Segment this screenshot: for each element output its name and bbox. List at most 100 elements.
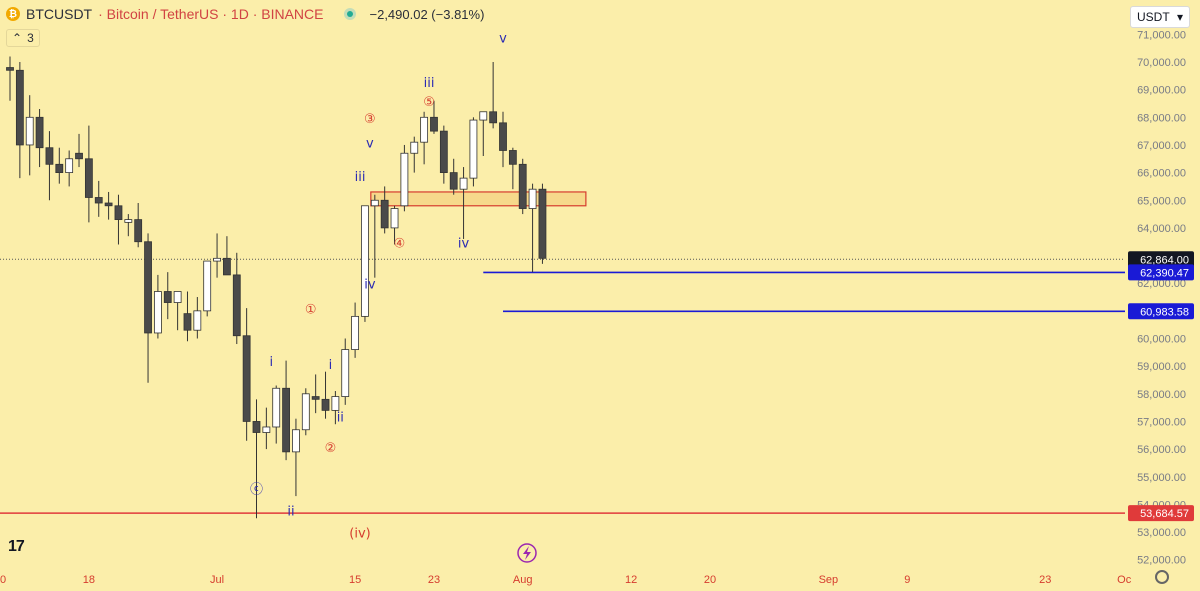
candle [223, 236, 231, 276]
candle [479, 111, 488, 157]
wave-label: ii [337, 410, 344, 425]
support-2-tag-label: 60,983.58 [1140, 306, 1189, 318]
support-1-tag-label: 62,390.47 [1140, 267, 1189, 279]
candle [430, 100, 438, 134]
candle-body [144, 241, 152, 334]
candle-body [223, 257, 231, 276]
candle-body [499, 122, 507, 151]
candle [282, 360, 290, 461]
candle-body [193, 310, 202, 331]
market-open-icon [343, 8, 356, 20]
time-axis[interactable]: 0 18 Jul 15 23 Aug 12 20 Sep 9 23 Oc [0, 574, 1132, 586]
price-tick: 59,000.00 [1137, 361, 1186, 373]
price-tick: 60,000.00 [1137, 334, 1186, 346]
price-axis[interactable]: 52,000.0053,000.0054,000.0055,000.0056,0… [1126, 0, 1200, 568]
candle [410, 136, 419, 173]
price-tick: 58,000.00 [1137, 389, 1186, 401]
candle-body [35, 116, 44, 149]
candle-body [134, 219, 143, 243]
candle [351, 302, 360, 358]
candle [94, 180, 103, 217]
price-tick: 56,000.00 [1137, 444, 1186, 456]
candle [311, 374, 320, 414]
flash-icon[interactable] [517, 543, 537, 563]
price-tick: 67,000.00 [1137, 140, 1186, 152]
candle [390, 205, 399, 245]
wave-label: (iv) [349, 527, 370, 542]
wave-label: ⑤ [423, 95, 435, 110]
candle-body [361, 205, 369, 317]
price-tick: 52,000.00 [1137, 555, 1186, 567]
chevron-down-icon: ▾ [1176, 10, 1183, 24]
candle-body [518, 163, 527, 209]
candle [449, 158, 458, 195]
candle [321, 371, 330, 419]
wave-label: iv [364, 278, 376, 293]
candle-body [282, 387, 290, 453]
time-tick: 12 [625, 574, 637, 586]
candle [518, 158, 527, 215]
wave-label: ③ [364, 112, 376, 127]
gear-icon[interactable] [1155, 570, 1169, 584]
candle [508, 147, 517, 190]
candle [144, 233, 152, 383]
indicator-count: 3 [27, 31, 34, 45]
candle-body [242, 335, 251, 422]
candle [65, 150, 74, 187]
wave-label: ① [305, 303, 317, 318]
wave-label: v [366, 137, 374, 152]
time-tick: Oc [1117, 574, 1132, 586]
candle [6, 56, 14, 101]
candle-body [6, 67, 14, 71]
candle [400, 144, 409, 212]
price-tick: 66,000.00 [1137, 168, 1186, 180]
candle [370, 194, 379, 278]
candle-body [272, 387, 281, 428]
currency-select[interactable]: USDT ▾ [1130, 6, 1190, 28]
indicators-toggle[interactable]: ⌃ 3 [6, 29, 40, 47]
wave-label: iv [458, 236, 470, 251]
candle [272, 385, 281, 444]
price-tick: 55,000.00 [1137, 472, 1186, 484]
candle-body [430, 116, 438, 132]
time-tick: 20 [704, 574, 716, 586]
candle-body [410, 141, 419, 154]
price-tick: 62,000.00 [1137, 278, 1186, 290]
candle-body [292, 429, 300, 453]
price-levels-layer [0, 258, 1125, 514]
price-tick: 69,000.00 [1137, 85, 1186, 97]
candle [292, 418, 300, 497]
time-tick: 0 [0, 574, 6, 586]
candle-body [508, 150, 517, 165]
candle-body [203, 260, 212, 312]
time-tick: 18 [83, 574, 95, 586]
candle [262, 407, 271, 450]
current-price-tag [1128, 251, 1194, 268]
candle-body [213, 257, 221, 262]
candle-body [420, 116, 429, 143]
candle [134, 203, 143, 248]
symbol-description: · Bitcoin / TetherUS · 1D · BINANCE [98, 6, 324, 22]
candle [203, 260, 212, 317]
candle-body [173, 291, 182, 303]
candle-body [94, 197, 103, 204]
price-tick: 70,000.00 [1137, 57, 1186, 69]
candle-body [489, 111, 498, 124]
candle [380, 186, 389, 234]
wave-label: i [269, 355, 273, 370]
candle-body [469, 119, 478, 179]
candle-body [55, 163, 64, 173]
candle [114, 194, 123, 245]
candle-body [321, 398, 330, 411]
candle-body [124, 219, 133, 223]
symbol-name[interactable]: BTCUSDT [26, 6, 93, 22]
candle [15, 62, 24, 179]
candle-body [262, 426, 271, 433]
price-change: −2,490.02 (−3.81%) [369, 6, 485, 22]
tradingview-logo[interactable]: 17 [8, 538, 25, 555]
chart-header: ₿ BTCUSDT · Bitcoin / TetherUS · 1D · BI… [6, 6, 484, 22]
wave-label: ② [325, 441, 337, 456]
candle [242, 308, 251, 441]
